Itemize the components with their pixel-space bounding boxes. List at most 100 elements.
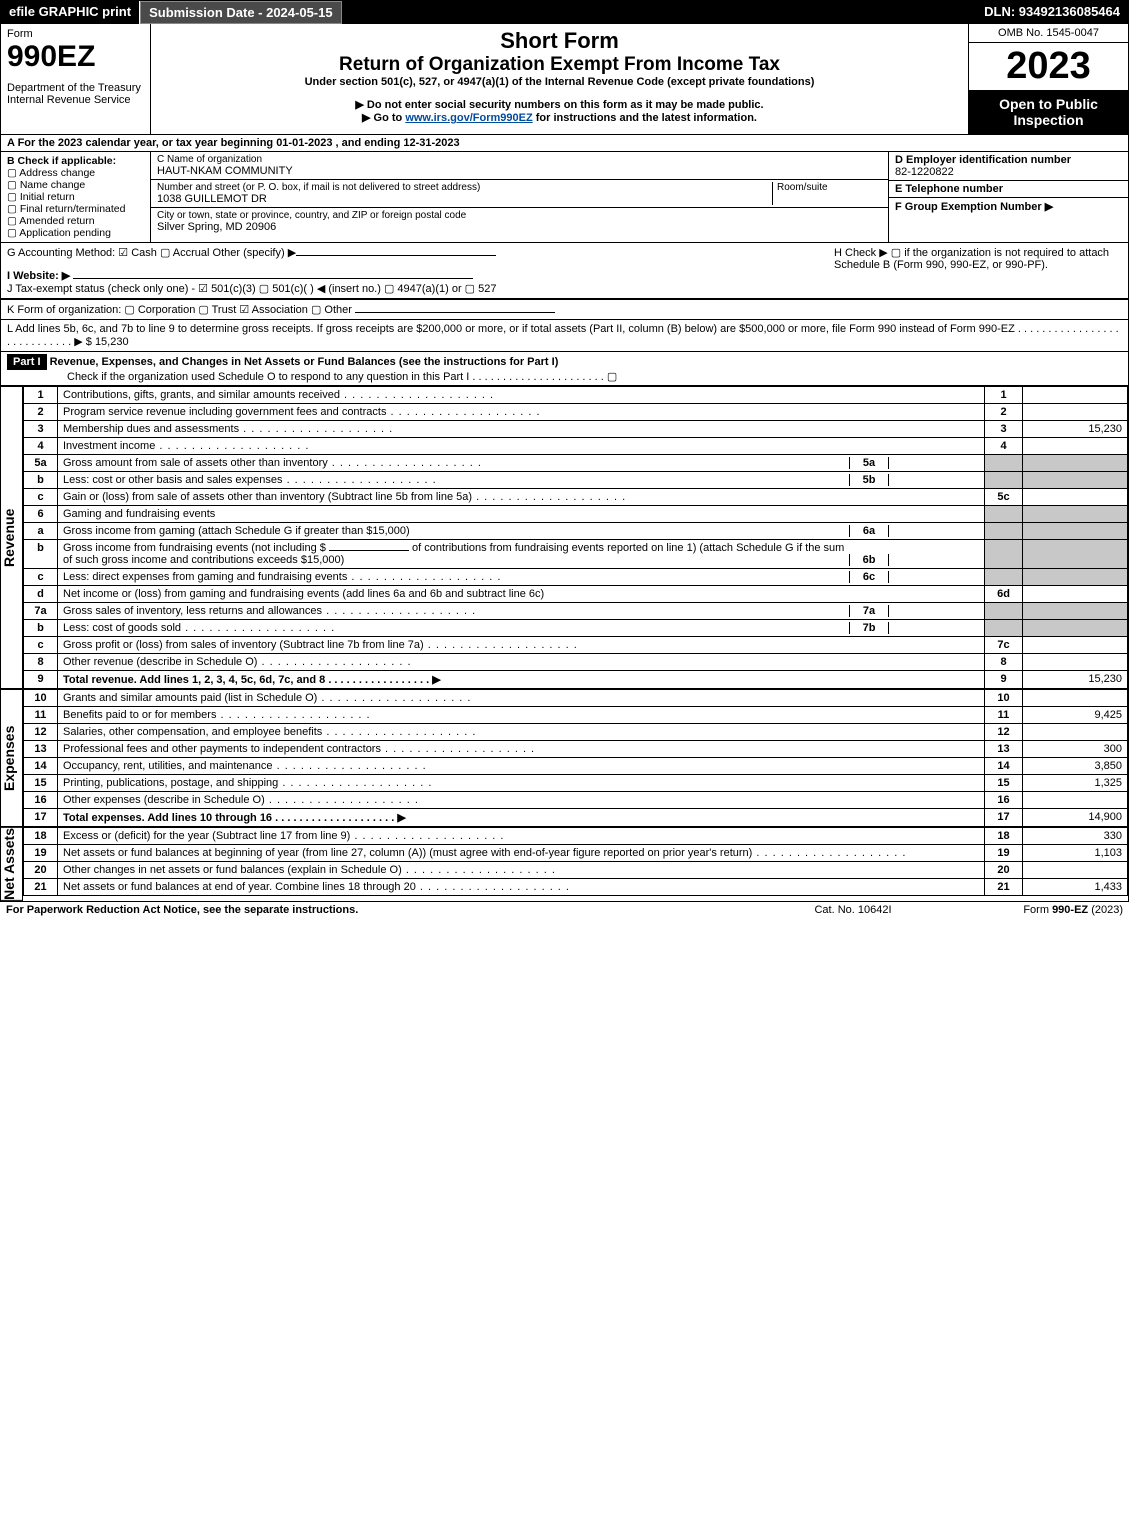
l6c-d: Less: direct expenses from gaming and fu… xyxy=(58,569,985,586)
l5a-lab xyxy=(985,455,1023,472)
l14-d: Occupancy, rent, utilities, and maintena… xyxy=(58,758,985,775)
l21-n: 21 xyxy=(24,879,58,896)
line-8: 8 Other revenue (describe in Schedule O)… xyxy=(24,654,1128,671)
chk-application-pending[interactable]: Application pending xyxy=(7,227,144,239)
l6a-n: a xyxy=(24,523,58,540)
l6b-val xyxy=(889,542,979,566)
line-9: 9 Total revenue. Add lines 1, 2, 3, 4, 5… xyxy=(24,671,1128,689)
line-5a: 5a Gross amount from sale of assets othe… xyxy=(24,455,1128,472)
l6b-blank[interactable] xyxy=(329,550,409,551)
l17-amt: 14,900 xyxy=(1023,809,1128,827)
chk-initial-return[interactable]: Initial return xyxy=(7,191,144,203)
line-7c: c Gross profit or (loss) from sales of i… xyxy=(24,637,1128,654)
goto-pre: ▶ Go to xyxy=(362,112,405,124)
l-amount: $ 15,230 xyxy=(86,336,129,348)
form-container: efile GRAPHIC print Submission Date - 20… xyxy=(0,0,1129,902)
l21-d: Net assets or fund balances at end of ye… xyxy=(58,879,985,896)
l5c-n: c xyxy=(24,489,58,506)
line-2: 2 Program service revenue including gove… xyxy=(24,404,1128,421)
l5b-text: Less: cost or other basis and sales expe… xyxy=(63,474,849,486)
ssn-warning: ▶ Do not enter social security numbers o… xyxy=(159,98,960,111)
l5b-n: b xyxy=(24,472,58,489)
l6a-lab xyxy=(985,523,1023,540)
website-field[interactable] xyxy=(73,278,473,279)
l7a-amt xyxy=(1023,603,1128,620)
l2-amt xyxy=(1023,404,1128,421)
line-17: 17Total expenses. Add lines 10 through 1… xyxy=(24,809,1128,827)
l10-n: 10 xyxy=(24,690,58,707)
l5b-val xyxy=(889,474,979,486)
l6a-text: Gross income from gaming (attach Schedul… xyxy=(63,525,849,537)
revenue-label: Revenue xyxy=(1,386,23,689)
ein: 82-1220822 xyxy=(895,166,1122,178)
section-b: B Check if applicable: Address change Na… xyxy=(1,152,151,242)
dln: DLN: 93492136085464 xyxy=(976,1,1128,24)
form-ref: Form 990-EZ (2023) xyxy=(943,904,1123,916)
l6b-amt xyxy=(1023,540,1128,569)
l5a-amt xyxy=(1023,455,1128,472)
l13-d: Professional fees and other payments to … xyxy=(58,741,985,758)
l7c-n: c xyxy=(24,637,58,654)
g-underline[interactable] xyxy=(296,255,496,256)
l3-d: Membership dues and assessments xyxy=(58,421,985,438)
cat-no: Cat. No. 10642I xyxy=(763,904,943,916)
c-name-label: C Name of organization xyxy=(157,154,882,165)
expenses-label: Expenses xyxy=(1,689,23,827)
l5a-text: Gross amount from sale of assets other t… xyxy=(63,457,849,469)
l1-n: 1 xyxy=(24,387,58,404)
l5b-d: Less: cost or other basis and sales expe… xyxy=(58,472,985,489)
section-j: J Tax-exempt status (check only one) - ☑… xyxy=(7,282,822,295)
section-bcdef: B Check if applicable: Address change Na… xyxy=(1,152,1128,243)
main-title: Return of Organization Exempt From Incom… xyxy=(159,54,960,76)
l2-n: 2 xyxy=(24,404,58,421)
k-underline[interactable] xyxy=(355,312,555,313)
line-7b: b Less: cost of goods sold7b xyxy=(24,620,1128,637)
l15-n: 15 xyxy=(24,775,58,792)
l7a-d: Gross sales of inventory, less returns a… xyxy=(58,603,985,620)
l10-amt xyxy=(1023,690,1128,707)
l-text: L Add lines 5b, 6c, and 7b to line 9 to … xyxy=(7,323,1119,348)
tax-year: 2023 xyxy=(969,43,1128,90)
l7b-n: b xyxy=(24,620,58,637)
line-21: 21Net assets or fund balances at end of … xyxy=(24,879,1128,896)
part1-title: Revenue, Expenses, and Changes in Net As… xyxy=(50,356,559,368)
netassets-label: Net Assets xyxy=(1,827,23,901)
chk-amended-return[interactable]: Amended return xyxy=(7,215,144,227)
l6c-lab xyxy=(985,569,1023,586)
l15-d: Printing, publications, postage, and shi… xyxy=(58,775,985,792)
l7c-lab: 7c xyxy=(985,637,1023,654)
efile-print[interactable]: efile GRAPHIC print xyxy=(1,1,140,24)
room-label: Room/suite xyxy=(772,182,882,205)
dept-treasury: Department of the Treasury xyxy=(7,82,144,94)
chk-final-return[interactable]: Final return/terminated xyxy=(7,203,144,215)
line-18: 18Excess or (deficit) for the year (Subt… xyxy=(24,828,1128,845)
l19-n: 19 xyxy=(24,845,58,862)
l6-amt xyxy=(1023,506,1128,523)
irs-link[interactable]: www.irs.gov/Form990EZ xyxy=(405,112,532,124)
l6d-n: d xyxy=(24,586,58,603)
l6d-lab: 6d xyxy=(985,586,1023,603)
l12-d: Salaries, other compensation, and employ… xyxy=(58,724,985,741)
chk-name-change[interactable]: Name change xyxy=(7,179,144,191)
l6a-val xyxy=(889,525,979,537)
l7b-amt xyxy=(1023,620,1128,637)
l11-d: Benefits paid to or for members xyxy=(58,707,985,724)
chk-address-change[interactable]: Address change xyxy=(7,167,144,179)
topbar-spacer xyxy=(342,1,977,24)
l4-lab: 4 xyxy=(985,438,1023,455)
line-5b: b Less: cost or other basis and sales ex… xyxy=(24,472,1128,489)
g-text: G Accounting Method: ☑ Cash ▢ Accrual Ot… xyxy=(7,247,296,259)
org-name-row: C Name of organization HAUT-NKAM COMMUNI… xyxy=(151,152,888,180)
i-text: I Website: ▶ xyxy=(7,270,70,282)
l6b-n: b xyxy=(24,540,58,569)
city-label: City or town, state or province, country… xyxy=(157,210,882,221)
form-number: 990EZ xyxy=(7,40,144,74)
l9-lab: 9 xyxy=(985,671,1023,689)
l12-n: 12 xyxy=(24,724,58,741)
l12-lab: 12 xyxy=(985,724,1023,741)
goto-line: ▶ Go to www.irs.gov/Form990EZ for instru… xyxy=(159,111,960,124)
subtitle: Under section 501(c), 527, or 4947(a)(1)… xyxy=(159,76,960,88)
part1-label: Part I xyxy=(7,354,47,370)
part1-check: Check if the organization used Schedule … xyxy=(7,371,617,383)
l8-amt xyxy=(1023,654,1128,671)
